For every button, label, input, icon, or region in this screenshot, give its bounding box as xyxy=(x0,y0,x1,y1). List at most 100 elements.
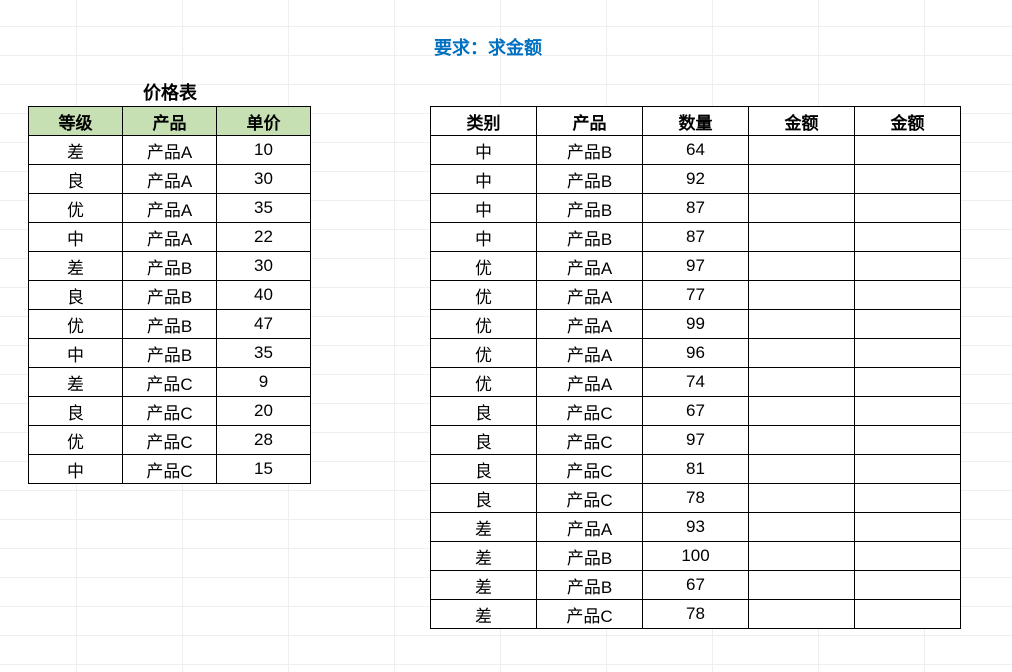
data-cell[interactable] xyxy=(855,194,961,223)
data-cell[interactable]: 产品C xyxy=(537,484,643,513)
price-cell[interactable]: 20 xyxy=(217,397,311,426)
data-cell[interactable] xyxy=(749,600,855,629)
data-cell[interactable]: 产品B xyxy=(537,571,643,600)
price-cell[interactable]: 产品B xyxy=(123,252,217,281)
data-cell[interactable]: 良 xyxy=(431,484,537,513)
data-header-category[interactable]: 类别 xyxy=(431,107,537,136)
data-cell[interactable]: 优 xyxy=(431,310,537,339)
price-cell[interactable]: 优 xyxy=(29,310,123,339)
price-cell[interactable]: 中 xyxy=(29,339,123,368)
data-cell[interactable] xyxy=(855,368,961,397)
data-cell[interactable]: 中 xyxy=(431,165,537,194)
data-cell[interactable]: 产品C xyxy=(537,426,643,455)
data-cell[interactable]: 差 xyxy=(431,571,537,600)
data-cell[interactable] xyxy=(855,397,961,426)
data-cell[interactable]: 差 xyxy=(431,542,537,571)
price-cell[interactable]: 良 xyxy=(29,397,123,426)
data-cell[interactable]: 67 xyxy=(643,571,749,600)
data-cell[interactable]: 中 xyxy=(431,194,537,223)
data-cell[interactable]: 产品A xyxy=(537,368,643,397)
data-cell[interactable] xyxy=(749,397,855,426)
data-header-amount1[interactable]: 金额 xyxy=(749,107,855,136)
data-cell[interactable]: 产品A xyxy=(537,252,643,281)
price-cell[interactable]: 产品C xyxy=(123,455,217,484)
price-cell[interactable]: 35 xyxy=(217,339,311,368)
data-cell[interactable]: 产品B xyxy=(537,223,643,252)
data-cell[interactable] xyxy=(749,281,855,310)
data-cell[interactable] xyxy=(855,571,961,600)
price-cell[interactable]: 产品A xyxy=(123,223,217,252)
data-cell[interactable]: 87 xyxy=(643,194,749,223)
price-cell[interactable]: 产品B xyxy=(123,339,217,368)
price-cell[interactable]: 良 xyxy=(29,281,123,310)
data-cell[interactable]: 优 xyxy=(431,339,537,368)
data-cell[interactable]: 产品C xyxy=(537,455,643,484)
data-cell[interactable] xyxy=(749,542,855,571)
price-cell[interactable]: 47 xyxy=(217,310,311,339)
data-cell[interactable] xyxy=(855,136,961,165)
data-cell[interactable]: 78 xyxy=(643,600,749,629)
price-cell[interactable]: 优 xyxy=(29,194,123,223)
price-cell[interactable]: 28 xyxy=(217,426,311,455)
data-cell[interactable] xyxy=(855,223,961,252)
data-cell[interactable] xyxy=(749,571,855,600)
data-cell[interactable] xyxy=(749,339,855,368)
price-cell[interactable]: 良 xyxy=(29,165,123,194)
data-cell[interactable]: 93 xyxy=(643,513,749,542)
data-cell[interactable] xyxy=(855,165,961,194)
data-cell[interactable]: 产品B xyxy=(537,542,643,571)
price-cell[interactable]: 差 xyxy=(29,368,123,397)
data-cell[interactable]: 99 xyxy=(643,310,749,339)
price-header-product[interactable]: 产品 xyxy=(123,107,217,136)
price-cell[interactable]: 30 xyxy=(217,252,311,281)
price-cell[interactable]: 产品A xyxy=(123,136,217,165)
data-cell[interactable] xyxy=(749,194,855,223)
price-cell[interactable]: 差 xyxy=(29,252,123,281)
price-cell[interactable]: 产品A xyxy=(123,194,217,223)
price-cell[interactable]: 30 xyxy=(217,165,311,194)
data-cell[interactable]: 优 xyxy=(431,252,537,281)
data-cell[interactable] xyxy=(749,223,855,252)
price-header-grade[interactable]: 等级 xyxy=(29,107,123,136)
price-cell[interactable]: 40 xyxy=(217,281,311,310)
price-cell[interactable]: 产品C xyxy=(123,426,217,455)
price-table[interactable]: 等级 产品 单价 差产品A10良产品A30优产品A35中产品A22差产品B30良… xyxy=(28,106,311,484)
data-cell[interactable]: 产品A xyxy=(537,310,643,339)
data-cell[interactable]: 96 xyxy=(643,339,749,368)
price-cell[interactable]: 中 xyxy=(29,455,123,484)
data-cell[interactable]: 67 xyxy=(643,397,749,426)
data-cell[interactable] xyxy=(749,513,855,542)
data-cell[interactable]: 78 xyxy=(643,484,749,513)
data-cell[interactable]: 良 xyxy=(431,397,537,426)
data-cell[interactable]: 良 xyxy=(431,426,537,455)
data-cell[interactable] xyxy=(855,484,961,513)
data-cell[interactable]: 差 xyxy=(431,600,537,629)
data-cell[interactable] xyxy=(855,542,961,571)
data-cell[interactable]: 100 xyxy=(643,542,749,571)
data-cell[interactable] xyxy=(855,513,961,542)
data-cell[interactable] xyxy=(749,136,855,165)
data-header-product[interactable]: 产品 xyxy=(537,107,643,136)
data-cell[interactable] xyxy=(855,339,961,368)
price-cell[interactable]: 产品C xyxy=(123,368,217,397)
price-cell[interactable]: 中 xyxy=(29,223,123,252)
price-cell[interactable]: 产品C xyxy=(123,397,217,426)
data-cell[interactable]: 产品B xyxy=(537,136,643,165)
data-cell[interactable]: 产品B xyxy=(537,194,643,223)
price-cell[interactable]: 产品B xyxy=(123,281,217,310)
data-cell[interactable] xyxy=(749,426,855,455)
data-cell[interactable] xyxy=(749,310,855,339)
price-cell[interactable]: 优 xyxy=(29,426,123,455)
price-cell[interactable]: 产品B xyxy=(123,310,217,339)
data-cell[interactable]: 优 xyxy=(431,368,537,397)
data-cell[interactable]: 差 xyxy=(431,513,537,542)
data-cell[interactable]: 产品C xyxy=(537,600,643,629)
data-cell[interactable] xyxy=(855,600,961,629)
data-cell[interactable] xyxy=(749,455,855,484)
price-cell[interactable]: 22 xyxy=(217,223,311,252)
data-cell[interactable] xyxy=(749,368,855,397)
data-cell[interactable] xyxy=(855,281,961,310)
data-cell[interactable]: 优 xyxy=(431,281,537,310)
price-cell[interactable]: 9 xyxy=(217,368,311,397)
price-cell[interactable]: 10 xyxy=(217,136,311,165)
